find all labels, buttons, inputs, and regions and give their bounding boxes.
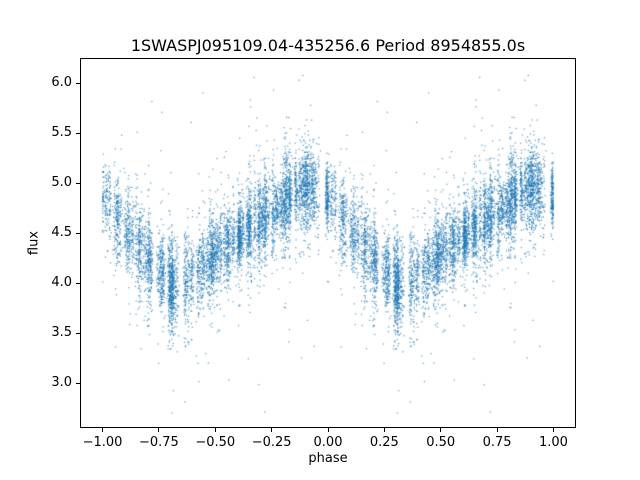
y-tick-mark <box>76 132 80 134</box>
y-tick-mark <box>76 182 80 184</box>
y-tick-mark <box>76 282 80 284</box>
x-tick-label: 0.25 <box>369 435 399 450</box>
y-tick-mark <box>76 232 80 234</box>
y-tick-label: 6.0 <box>51 75 72 90</box>
y-tick-label: 5.0 <box>51 175 72 190</box>
x-tick-mark <box>214 428 216 432</box>
x-tick-label: 0.00 <box>313 435 343 450</box>
y-tick-label: 4.0 <box>51 275 72 290</box>
x-tick-label: 0.75 <box>482 435 512 450</box>
y-tick-label: 3.5 <box>51 325 72 340</box>
x-tick-mark <box>440 428 442 432</box>
y-tick-mark <box>76 82 80 84</box>
x-tick-label: −0.75 <box>138 435 179 450</box>
x-tick-mark <box>102 428 104 432</box>
y-tick-label: 3.0 <box>51 375 72 390</box>
y-tick-label: 5.5 <box>51 125 72 140</box>
y-tick-label: 4.5 <box>51 225 72 240</box>
x-axis-label: phase <box>308 451 348 466</box>
x-tick-label: 0.50 <box>426 435 456 450</box>
x-tick-mark <box>271 428 273 432</box>
x-tick-mark <box>496 428 498 432</box>
x-tick-label: 1.00 <box>538 435 568 450</box>
y-tick-mark <box>76 332 80 334</box>
x-tick-mark <box>327 428 329 432</box>
x-tick-mark <box>383 428 385 432</box>
x-tick-mark <box>158 428 160 432</box>
x-tick-label: −0.50 <box>195 435 236 450</box>
x-tick-label: −0.25 <box>251 435 292 450</box>
x-tick-mark <box>552 428 554 432</box>
scatter-canvas <box>80 58 576 428</box>
chart-title: 1SWASPJ095109.04-435256.6 Period 8954855… <box>130 36 526 55</box>
x-tick-label: −1.00 <box>82 435 123 450</box>
y-tick-mark <box>76 382 80 384</box>
